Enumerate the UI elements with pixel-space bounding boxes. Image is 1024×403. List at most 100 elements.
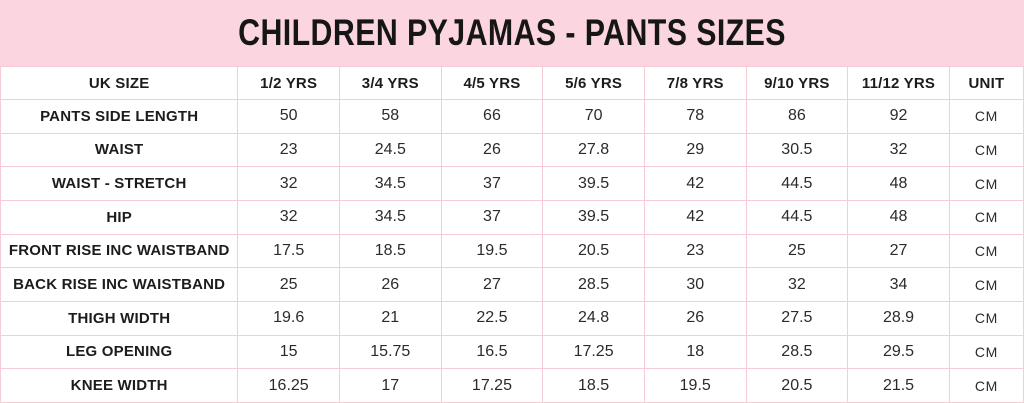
size-value: 42: [643, 199, 747, 235]
size-value: 32: [237, 166, 340, 201]
row-label: PANTS SIDE LENGTH: [0, 99, 239, 134]
row-label: FRONT RISE INC WAISTBAND: [0, 233, 239, 269]
unit-cell: CM: [948, 300, 1024, 336]
size-value: 44.5: [745, 166, 849, 201]
table-row: PANTS SIDE LENGTH 50 58 66 70 78 86 92 CM: [0, 99, 1024, 134]
size-value: 19.6: [237, 300, 340, 336]
page-title: CHILDREN PYJAMAS - PANTS SIZES: [238, 12, 786, 53]
size-value: 39.5: [542, 199, 645, 235]
table-row: HIP 32 34.5 37 39.5 42 44.5 48 CM: [0, 199, 1024, 235]
column-header: UNIT: [948, 66, 1024, 100]
table-row: THIGH WIDTH 19.6 21 22.5 24.8 26 27.5 28.9 CM: [0, 300, 1024, 336]
size-value: 34.5: [338, 199, 442, 235]
size-value: 17.5: [237, 233, 340, 269]
column-header: 1/2 YRS: [237, 66, 340, 100]
size-value: 26: [440, 132, 544, 168]
column-header: 5/6 YRS: [542, 66, 645, 100]
column-header: 9/10 YRS: [745, 66, 849, 100]
size-value: 29.5: [847, 334, 950, 370]
size-value: 17: [338, 368, 442, 403]
row-label: HIP: [0, 199, 239, 235]
unit-cell: CM: [948, 267, 1024, 302]
column-header: 4/5 YRS: [440, 66, 544, 100]
column-header: 11/12 YRS: [847, 66, 950, 100]
size-value: 27.5: [745, 300, 849, 336]
size-value: 39.5: [542, 166, 645, 201]
size-value: 28.5: [542, 267, 645, 302]
size-value: 22.5: [440, 300, 544, 336]
row-label: BACK RISE INC WAISTBAND: [0, 267, 239, 302]
size-value: 15.75: [338, 334, 442, 370]
size-table: UK SIZE 1/2 YRS 3/4 YRS 4/5 YRS 5/6 YRS 7/8 Y…: [0, 66, 1024, 403]
size-value: 24.5: [338, 132, 442, 168]
size-value: 15: [237, 334, 340, 370]
unit-cell: CM: [948, 199, 1024, 235]
size-value: 27: [440, 267, 544, 302]
size-value: 44.5: [745, 199, 849, 235]
size-value: 24.8: [542, 300, 645, 336]
unit-cell: CM: [948, 166, 1024, 201]
table-row: LEG OPENING 15 15.75 16.5 17.25 18 28.5 29.5 CM: [0, 334, 1024, 370]
size-value: 86: [745, 99, 849, 134]
table-row: KNEE WIDTH 16.25 17 17.25 18.5 19.5 20.5 21.5 CM: [0, 368, 1024, 403]
unit-cell: CM: [948, 233, 1024, 269]
size-value: 20.5: [542, 233, 645, 269]
header-row: UK SIZE 1/2 YRS 3/4 YRS 4/5 YRS 5/6 YRS 7/8 Y…: [0, 66, 1024, 100]
size-value: 18.5: [338, 233, 442, 269]
size-value: 48: [847, 166, 950, 201]
size-value: 42: [643, 166, 747, 201]
column-header: 7/8 YRS: [643, 66, 747, 100]
size-value: 19.5: [440, 233, 544, 269]
size-value: 30: [643, 267, 747, 302]
column-header: UK SIZE: [0, 66, 239, 100]
size-value: 18.5: [542, 368, 645, 403]
size-value: 37: [440, 199, 544, 235]
size-value: 19.5: [643, 368, 747, 403]
size-value: 27: [847, 233, 950, 269]
table-row: WAIST - STRETCH 32 34.5 37 39.5 42 44.5 48 CM: [0, 166, 1024, 201]
size-value: 23: [237, 132, 340, 168]
size-value: 17.25: [440, 368, 544, 403]
size-value: 70: [542, 99, 645, 134]
size-value: 50: [237, 99, 340, 134]
size-value: 26: [643, 300, 747, 336]
size-value: 20.5: [745, 368, 849, 403]
row-label: KNEE WIDTH: [0, 368, 239, 403]
size-value: 23: [643, 233, 747, 269]
unit-cell: CM: [948, 334, 1024, 370]
size-value: 34: [847, 267, 950, 302]
size-value: 32: [847, 132, 950, 168]
size-value: 66: [440, 99, 544, 134]
size-value: 28.5: [745, 334, 849, 370]
size-value: 48: [847, 199, 950, 235]
title-banner: CHILDREN PYJAMAS - PANTS SIZES: [0, 0, 1024, 66]
size-value: 92: [847, 99, 950, 134]
row-label: LEG OPENING: [0, 334, 239, 370]
size-value: 18: [643, 334, 747, 370]
unit-cell: CM: [948, 99, 1024, 134]
size-value: 32: [237, 199, 340, 235]
column-header: 3/4 YRS: [338, 66, 442, 100]
unit-cell: CM: [948, 368, 1024, 403]
size-value: 25: [745, 233, 849, 269]
table-row: WAIST 23 24.5 26 27.8 29 30.5 32 CM: [0, 132, 1024, 168]
row-label: WAIST - STRETCH: [0, 166, 239, 201]
size-value: 28.9: [847, 300, 950, 336]
size-value: 21.5: [847, 368, 950, 403]
table-row: BACK RISE INC WAISTBAND 25 26 27 28.5 30 32 34 C…: [0, 267, 1024, 302]
size-value: 17.25: [542, 334, 645, 370]
size-value: 58: [338, 99, 442, 134]
size-value: 21: [338, 300, 442, 336]
size-value: 29: [643, 132, 747, 168]
size-value: 27.8: [542, 132, 645, 168]
size-value: 26: [338, 267, 442, 302]
size-value: 16.25: [237, 368, 340, 403]
size-value: 25: [237, 267, 340, 302]
size-value: 30.5: [745, 132, 849, 168]
table-row: FRONT RISE INC WAISTBAND 17.5 18.5 19.5 20.5…: [0, 233, 1024, 269]
row-label: THIGH WIDTH: [0, 300, 239, 336]
size-value: 78: [643, 99, 747, 134]
size-value: 34.5: [338, 166, 442, 201]
unit-cell: CM: [948, 132, 1024, 168]
